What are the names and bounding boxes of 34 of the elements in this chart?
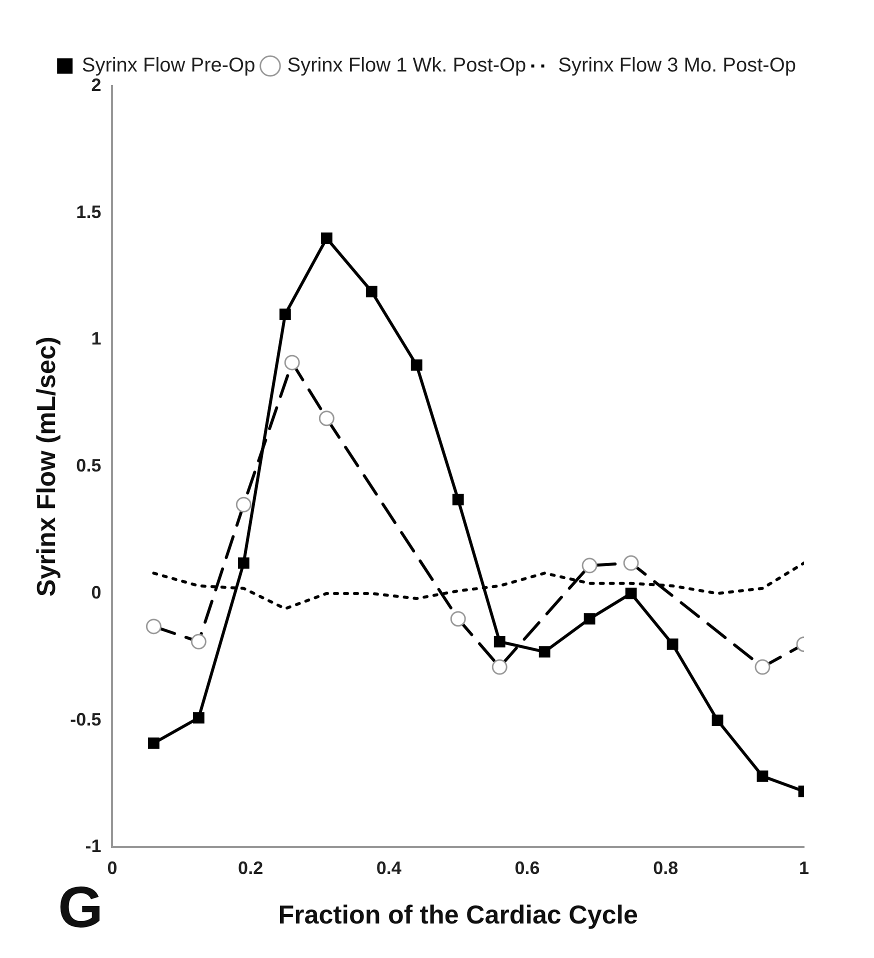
point: [192, 712, 204, 724]
y-tick-label: -1: [85, 836, 102, 856]
point: [538, 646, 550, 658]
point: [625, 588, 637, 600]
x-axis-title: Fraction of the Cardiac Cycle: [278, 900, 638, 930]
point: [712, 714, 724, 726]
y-tick-label: 0.5: [76, 456, 102, 476]
point: [410, 359, 422, 371]
y-tick-label: 1: [91, 328, 102, 349]
x-tick-label: 1: [798, 858, 810, 878]
x-tick-label: 0.2: [238, 858, 264, 878]
legend-label: Syrinx Flow 1 Wk. Post-Op: [287, 54, 526, 77]
point: [320, 232, 332, 244]
legend-label: Syrinx Flow 3 Mo. Post-Op: [558, 54, 796, 77]
y-tick-label: -0.5: [70, 709, 102, 730]
point: [666, 638, 678, 650]
x-tick-label: 0.4: [376, 858, 402, 878]
y-axis-title: Syrinx Flow (mL/sec): [30, 336, 61, 597]
point: [366, 286, 378, 298]
x-tick-label: 0.6: [514, 858, 540, 878]
y-tick-label: 1.5: [76, 202, 102, 222]
x-tick-label: 0.8: [653, 858, 678, 878]
x-tick-label: 0: [107, 858, 118, 878]
point: [756, 770, 768, 782]
y-tick-label: 0: [91, 582, 102, 602]
point: [584, 613, 596, 625]
point: [494, 636, 506, 648]
text: G: [58, 875, 104, 940]
point: [238, 557, 250, 569]
point: [148, 737, 160, 749]
point: [452, 494, 464, 506]
point: [279, 308, 291, 320]
legend-label: Syrinx Flow Pre-Op: [82, 54, 256, 77]
y-tick-label: 2: [91, 74, 102, 95]
